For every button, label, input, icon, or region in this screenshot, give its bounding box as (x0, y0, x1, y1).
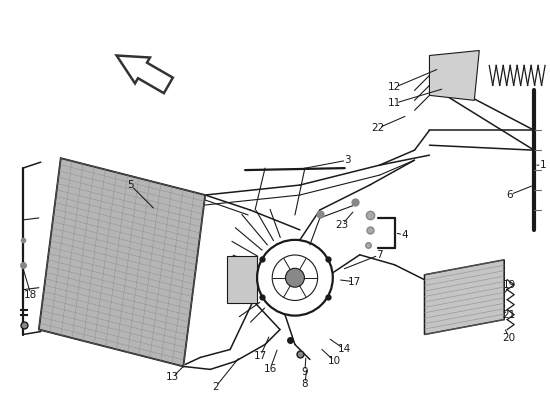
Text: 5: 5 (127, 180, 134, 190)
Text: 17: 17 (348, 277, 361, 287)
Text: 22: 22 (371, 123, 384, 133)
Text: 20: 20 (503, 332, 516, 342)
Polygon shape (227, 256, 257, 303)
Text: 9: 9 (301, 367, 308, 377)
Polygon shape (430, 50, 479, 100)
Text: 14: 14 (338, 344, 351, 354)
Polygon shape (39, 158, 205, 366)
Text: 16: 16 (263, 364, 277, 374)
Text: 1: 1 (540, 160, 546, 170)
Text: 6: 6 (506, 190, 513, 200)
Text: 3: 3 (344, 155, 351, 165)
Text: 10: 10 (328, 356, 342, 366)
Text: 11: 11 (388, 98, 401, 108)
Text: 13: 13 (166, 372, 179, 382)
Text: 23: 23 (335, 220, 348, 230)
Text: 19: 19 (503, 280, 516, 290)
Text: 18: 18 (24, 290, 37, 300)
Circle shape (285, 268, 304, 287)
Text: 8: 8 (301, 379, 308, 389)
Text: 2: 2 (212, 382, 218, 392)
Text: 21: 21 (503, 310, 516, 320)
Polygon shape (425, 260, 504, 334)
Text: 17: 17 (254, 352, 267, 362)
Text: 12: 12 (388, 82, 401, 92)
Text: 4: 4 (402, 230, 408, 240)
Text: 7: 7 (376, 250, 383, 260)
